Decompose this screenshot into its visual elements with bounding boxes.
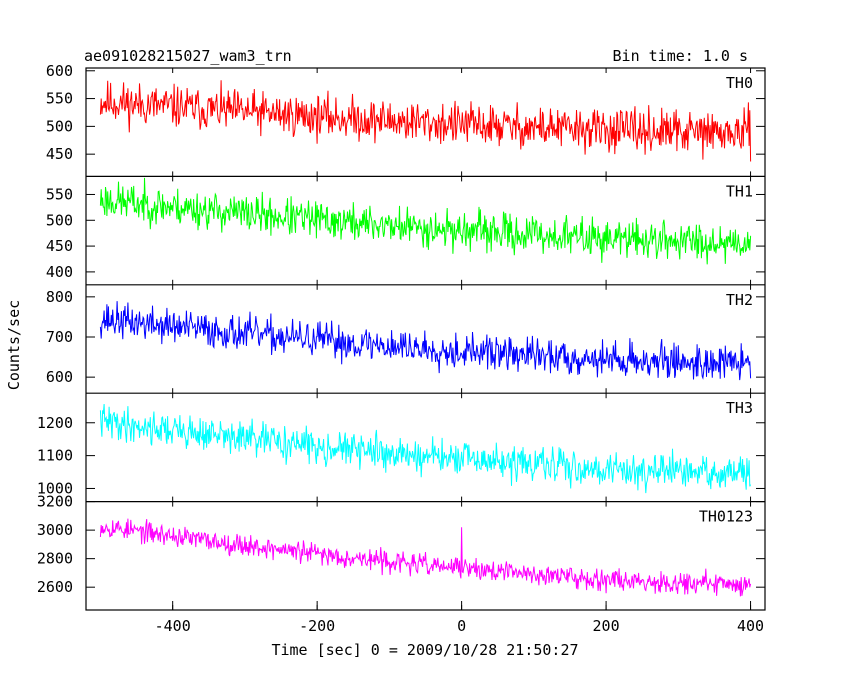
x-axis-label: Time [sec] 0 = 2009/10/28 21:50:27 bbox=[271, 641, 578, 659]
y-tick-label: 3000 bbox=[37, 521, 73, 539]
panel-th0123: 2600 2800 3000 3200 TH0123 bbox=[37, 493, 765, 610]
panel-th1: 400 450 500 550 TH1 bbox=[46, 175, 765, 285]
y-tick-label: 450 bbox=[46, 237, 73, 255]
y-tick-label: 2800 bbox=[37, 550, 73, 568]
series-label: TH2 bbox=[726, 291, 753, 309]
y-tick-label: 1000 bbox=[37, 479, 73, 497]
y-tick-label: 550 bbox=[46, 90, 73, 108]
y-tick-label: 450 bbox=[46, 145, 73, 163]
series-line-th3 bbox=[99, 403, 752, 494]
x-tick-label: 0 bbox=[457, 617, 466, 635]
x-tick-label: 200 bbox=[593, 617, 620, 635]
series-label: TH0 bbox=[726, 74, 753, 92]
y-tick-label: 1200 bbox=[37, 414, 73, 432]
y-tick-label: 500 bbox=[46, 211, 73, 229]
series-label: TH1 bbox=[726, 182, 753, 200]
series-line-th2 bbox=[99, 301, 752, 381]
series-line-th0 bbox=[99, 80, 752, 162]
panels: 450 500 550 600 TH0 400 450 500 550 TH1 600 700 800 T… bbox=[37, 62, 766, 611]
y-tick-label: 500 bbox=[46, 117, 73, 135]
plot-title: ae091028215027_wam3_trn bbox=[84, 47, 292, 65]
bin-time-label: Bin time: 1.0 s bbox=[613, 47, 748, 65]
panel-th0: 450 500 550 600 TH0 bbox=[46, 62, 765, 177]
y-tick-label: 3200 bbox=[37, 493, 73, 511]
y-tick-label: 600 bbox=[46, 368, 73, 386]
x-tick-label: -200 bbox=[299, 617, 335, 635]
y-tick-label: 800 bbox=[46, 288, 73, 306]
x-axis: -400 -200 0 200 400 bbox=[155, 601, 764, 635]
x-tick-label: 400 bbox=[737, 617, 764, 635]
panel-th2: 600 700 800 TH2 bbox=[46, 284, 765, 394]
series-line-th0123 bbox=[99, 518, 752, 597]
y-tick-label: 700 bbox=[46, 328, 73, 346]
panel-th3: 1000 1100 1200 TH3 bbox=[37, 392, 765, 502]
series-label: TH3 bbox=[726, 399, 753, 417]
y-tick-label: 1100 bbox=[37, 447, 73, 465]
y-tick-label: 550 bbox=[46, 185, 73, 203]
plot-frame bbox=[85, 67, 766, 611]
y-axis-label: Counts/sec bbox=[5, 300, 23, 390]
x-tick-label: -400 bbox=[155, 617, 191, 635]
y-tick-label: 400 bbox=[46, 263, 73, 281]
y-tick-label: 2600 bbox=[37, 578, 73, 596]
series-line-th1 bbox=[99, 177, 752, 265]
series-label: TH0123 bbox=[699, 508, 753, 526]
y-tick-label: 600 bbox=[46, 62, 73, 80]
